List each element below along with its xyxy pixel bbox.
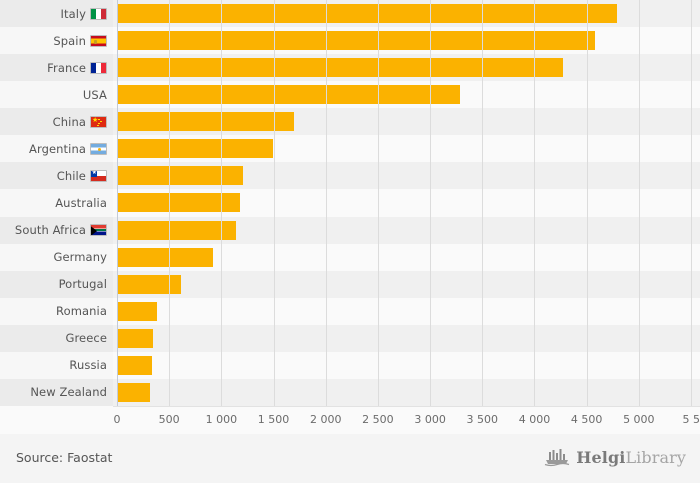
x-tick-label: 3 000 bbox=[414, 413, 446, 426]
bar-rows: Italy Spain France USA China Argentina Chile Au… bbox=[0, 0, 700, 406]
row-background bbox=[113, 297, 700, 325]
bar[interactable] bbox=[117, 58, 564, 78]
bar[interactable] bbox=[117, 31, 595, 51]
category-label-cell[interactable]: Portugal bbox=[0, 270, 113, 298]
category-label: South Africa bbox=[14, 223, 86, 238]
helgi-logo-text: HelgiLibrary bbox=[576, 448, 686, 467]
row-background bbox=[113, 351, 700, 379]
row-background bbox=[113, 270, 700, 298]
x-tick-label: 5 5… bbox=[682, 413, 700, 426]
bar[interactable] bbox=[117, 193, 240, 213]
bar[interactable] bbox=[117, 247, 213, 267]
category-label-cell[interactable]: China bbox=[0, 108, 113, 136]
category-label: Portugal bbox=[58, 277, 107, 292]
bar[interactable] bbox=[117, 220, 236, 240]
category-label: Romania bbox=[56, 304, 107, 319]
category-label-cell[interactable]: France bbox=[0, 54, 113, 82]
source-label: Source: Faostat bbox=[16, 450, 113, 465]
category-label-cell[interactable]: Greece bbox=[0, 324, 113, 352]
category-label-cell[interactable]: Spain bbox=[0, 27, 113, 55]
category-label-cell[interactable]: Chile bbox=[0, 162, 113, 190]
bar-row[interactable]: China bbox=[0, 108, 700, 136]
x-tick-label: 2 500 bbox=[362, 413, 394, 426]
bar[interactable] bbox=[117, 301, 158, 321]
bar-row[interactable]: Chile bbox=[0, 162, 700, 190]
bar[interactable] bbox=[117, 274, 181, 294]
bar-row[interactable]: Portugal bbox=[0, 270, 700, 298]
category-label: Australia bbox=[55, 195, 107, 210]
bar[interactable] bbox=[117, 355, 153, 375]
category-label-cell[interactable]: South Africa bbox=[0, 216, 113, 244]
x-axis: 0 500 1 000 1 500 2 000 2 500 3 000 3 500 4 000 4… bbox=[0, 406, 700, 434]
bar-row[interactable]: Italy bbox=[0, 0, 700, 28]
category-label-cell[interactable]: Italy bbox=[0, 0, 113, 28]
bar[interactable] bbox=[117, 85, 461, 105]
category-label: Spain bbox=[53, 33, 86, 48]
chart-footer: Source: Faostat HelgiLibrary bbox=[0, 434, 700, 483]
bar-row[interactable]: Greece bbox=[0, 324, 700, 352]
bar[interactable] bbox=[117, 328, 153, 348]
bar-row[interactable]: Germany bbox=[0, 243, 700, 271]
brand-primary: Helgi bbox=[576, 447, 626, 467]
row-background bbox=[113, 324, 700, 352]
x-tick-label: 2 000 bbox=[309, 413, 342, 426]
bar[interactable] bbox=[117, 4, 617, 23]
bar-row[interactable]: Australia bbox=[0, 189, 700, 217]
category-label-cell[interactable]: USA bbox=[0, 81, 113, 109]
bar[interactable] bbox=[117, 112, 295, 132]
helgi-logo-icon bbox=[545, 449, 570, 467]
bar-row[interactable]: Spain bbox=[0, 27, 700, 55]
helgi-library-logo[interactable]: HelgiLibrary bbox=[544, 447, 686, 467]
category-label: Chile bbox=[56, 168, 86, 183]
flag-icon-cl bbox=[90, 169, 107, 182]
bar[interactable] bbox=[117, 382, 150, 402]
x-tick-label: 0 bbox=[113, 413, 121, 426]
category-label: Italy bbox=[60, 6, 86, 21]
brand-secondary: Library bbox=[625, 447, 686, 467]
flag-icon-ar bbox=[90, 142, 107, 155]
plot-area: Italy Spain France USA China Argentina Chile Au… bbox=[0, 0, 700, 406]
category-label: Greece bbox=[65, 331, 107, 346]
category-label: China bbox=[52, 114, 86, 129]
category-label-cell[interactable]: Argentina bbox=[0, 135, 113, 163]
x-tick-label: 4 000 bbox=[518, 413, 551, 426]
category-label-cell[interactable]: Germany bbox=[0, 243, 113, 271]
x-tick-label: 4 500 bbox=[570, 413, 603, 426]
x-axis-line bbox=[113, 406, 700, 407]
bar[interactable] bbox=[117, 166, 243, 186]
bar[interactable] bbox=[117, 139, 273, 159]
x-tick-label: 3 500 bbox=[466, 413, 499, 426]
category-label-cell[interactable]: Australia bbox=[0, 189, 113, 217]
x-tick-label: 1 000 bbox=[205, 413, 238, 426]
category-label: France bbox=[47, 60, 86, 75]
bar-row[interactable]: Russia bbox=[0, 351, 700, 379]
category-label: Russia bbox=[69, 358, 107, 373]
category-label: New Zealand bbox=[30, 385, 107, 400]
flag-icon-cn bbox=[90, 115, 107, 128]
bar-row[interactable]: France bbox=[0, 54, 700, 82]
x-tick-label: 500 bbox=[158, 413, 180, 426]
x-tick-label: 1 500 bbox=[257, 413, 290, 426]
category-label: USA bbox=[82, 87, 107, 102]
bar-row[interactable]: New Zealand bbox=[0, 378, 700, 406]
flag-icon-fr bbox=[90, 61, 107, 74]
flag-icon-it bbox=[90, 7, 107, 20]
category-label-cell[interactable]: Russia bbox=[0, 351, 113, 379]
x-tick-label: 5 000 bbox=[623, 413, 655, 426]
flag-icon-es bbox=[90, 34, 107, 47]
category-label-cell[interactable]: Romania bbox=[0, 297, 113, 325]
category-label: Germany bbox=[53, 250, 107, 265]
flag-icon-za bbox=[90, 224, 107, 237]
bar-row[interactable]: USA bbox=[0, 81, 700, 109]
row-background bbox=[113, 378, 700, 406]
category-label-cell[interactable]: New Zealand bbox=[0, 378, 113, 406]
bar-row[interactable]: Romania bbox=[0, 297, 700, 325]
category-label: Argentina bbox=[29, 141, 86, 156]
bar-row[interactable]: Argentina bbox=[0, 135, 700, 163]
bar-row[interactable]: South Africa bbox=[0, 216, 700, 244]
